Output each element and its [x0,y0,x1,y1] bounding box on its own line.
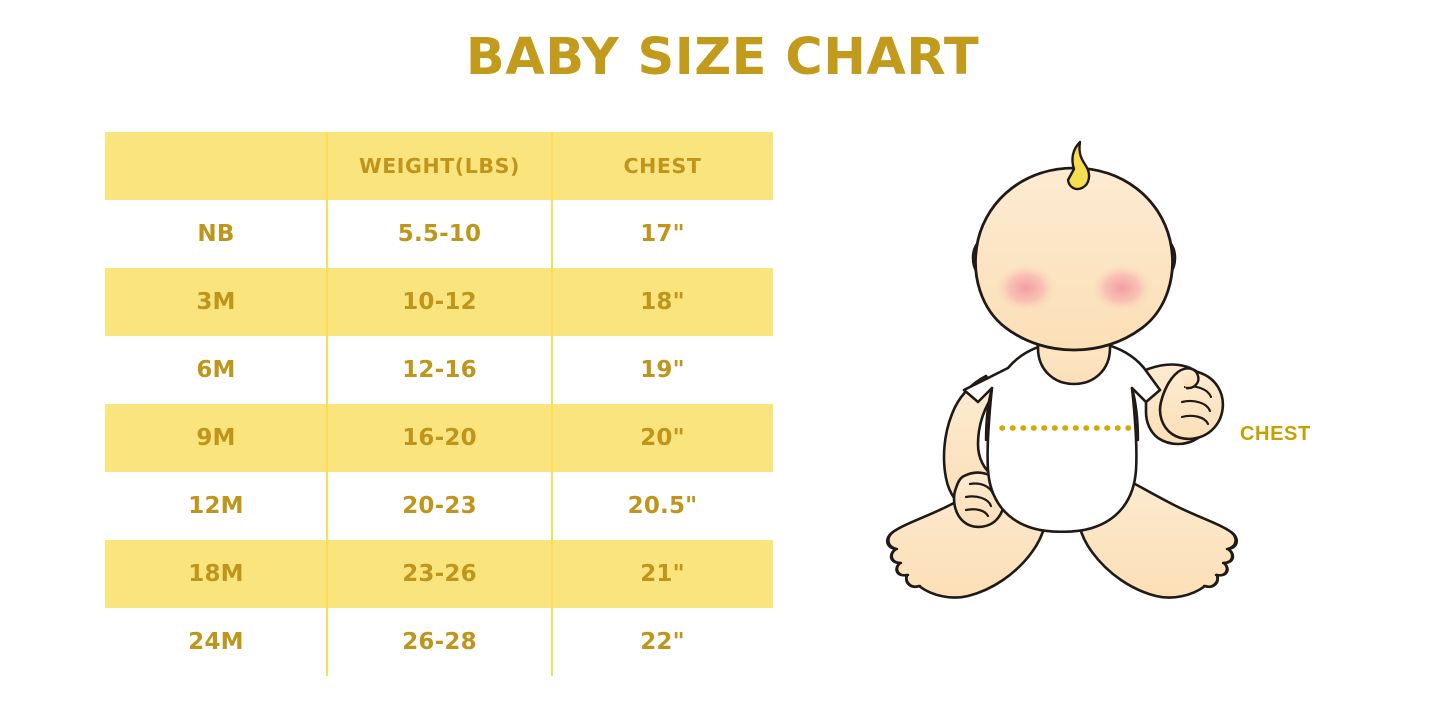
left-foot-toes [887,530,922,588]
cell-size: 6M [196,357,236,383]
column-divider-left [326,132,328,676]
table-row: 9M 16-20 20" [105,404,773,472]
right-foot-toes [1202,530,1237,588]
cell-size: 9M [196,425,236,451]
cell-size: 12M [188,493,244,519]
cell-weight: 20-23 [402,493,477,519]
cell-chest: 19" [640,357,685,383]
cell-chest: 22" [640,629,685,655]
cell-size: 24M [188,629,244,655]
cell-chest: 21" [640,561,685,587]
table-row: 3M 10-12 18" [105,268,773,336]
cell-chest: 20" [640,425,685,451]
page-title: BABY SIZE CHART [465,28,980,87]
left-sleeve-seam [984,386,994,442]
cell-weight: 23-26 [402,561,477,587]
cell-weight: 12-16 [402,357,477,383]
table-row: NB 5.5-10 17" [105,200,773,268]
head [974,166,1174,352]
size-table: WEIGHT(LBS) CHEST NB 5.5-10 17" 3M 10-12… [105,132,773,676]
table-row: 12M 20-23 20.5" [105,472,773,540]
cell-chest: 17" [640,221,685,247]
cell-chest: 18" [640,289,685,315]
table-row: 18M 23-26 21" [105,540,773,608]
hair-curl-icon [1066,140,1091,191]
header-cell-chest: CHEST [623,154,702,178]
left-cheek-blush [994,263,1058,313]
onesie [962,338,1162,534]
cell-size: 18M [188,561,244,587]
chest-measurement-label: CHEST [1240,423,1311,445]
cell-weight: 10-12 [402,289,477,315]
cell-chest: 20.5" [627,493,698,519]
header-cell-weight: WEIGHT(LBS) [358,154,520,178]
cell-size: 3M [196,289,236,315]
column-divider-right [551,132,553,676]
right-sleeve-seam [1130,386,1140,442]
cell-weight: 16-20 [402,425,477,451]
cell-size: NB [197,221,235,247]
right-thumb [1177,367,1200,390]
cell-weight: 5.5-10 [397,221,482,247]
table-row: 6M 12-16 19" [105,336,773,404]
table-header-row: WEIGHT(LBS) CHEST [105,132,773,200]
cell-weight: 26-28 [402,629,477,655]
table-row: 24M 26-28 22" [105,608,773,676]
sitting-baby-illustration [886,140,1238,599]
right-cheek-blush [1090,263,1154,313]
